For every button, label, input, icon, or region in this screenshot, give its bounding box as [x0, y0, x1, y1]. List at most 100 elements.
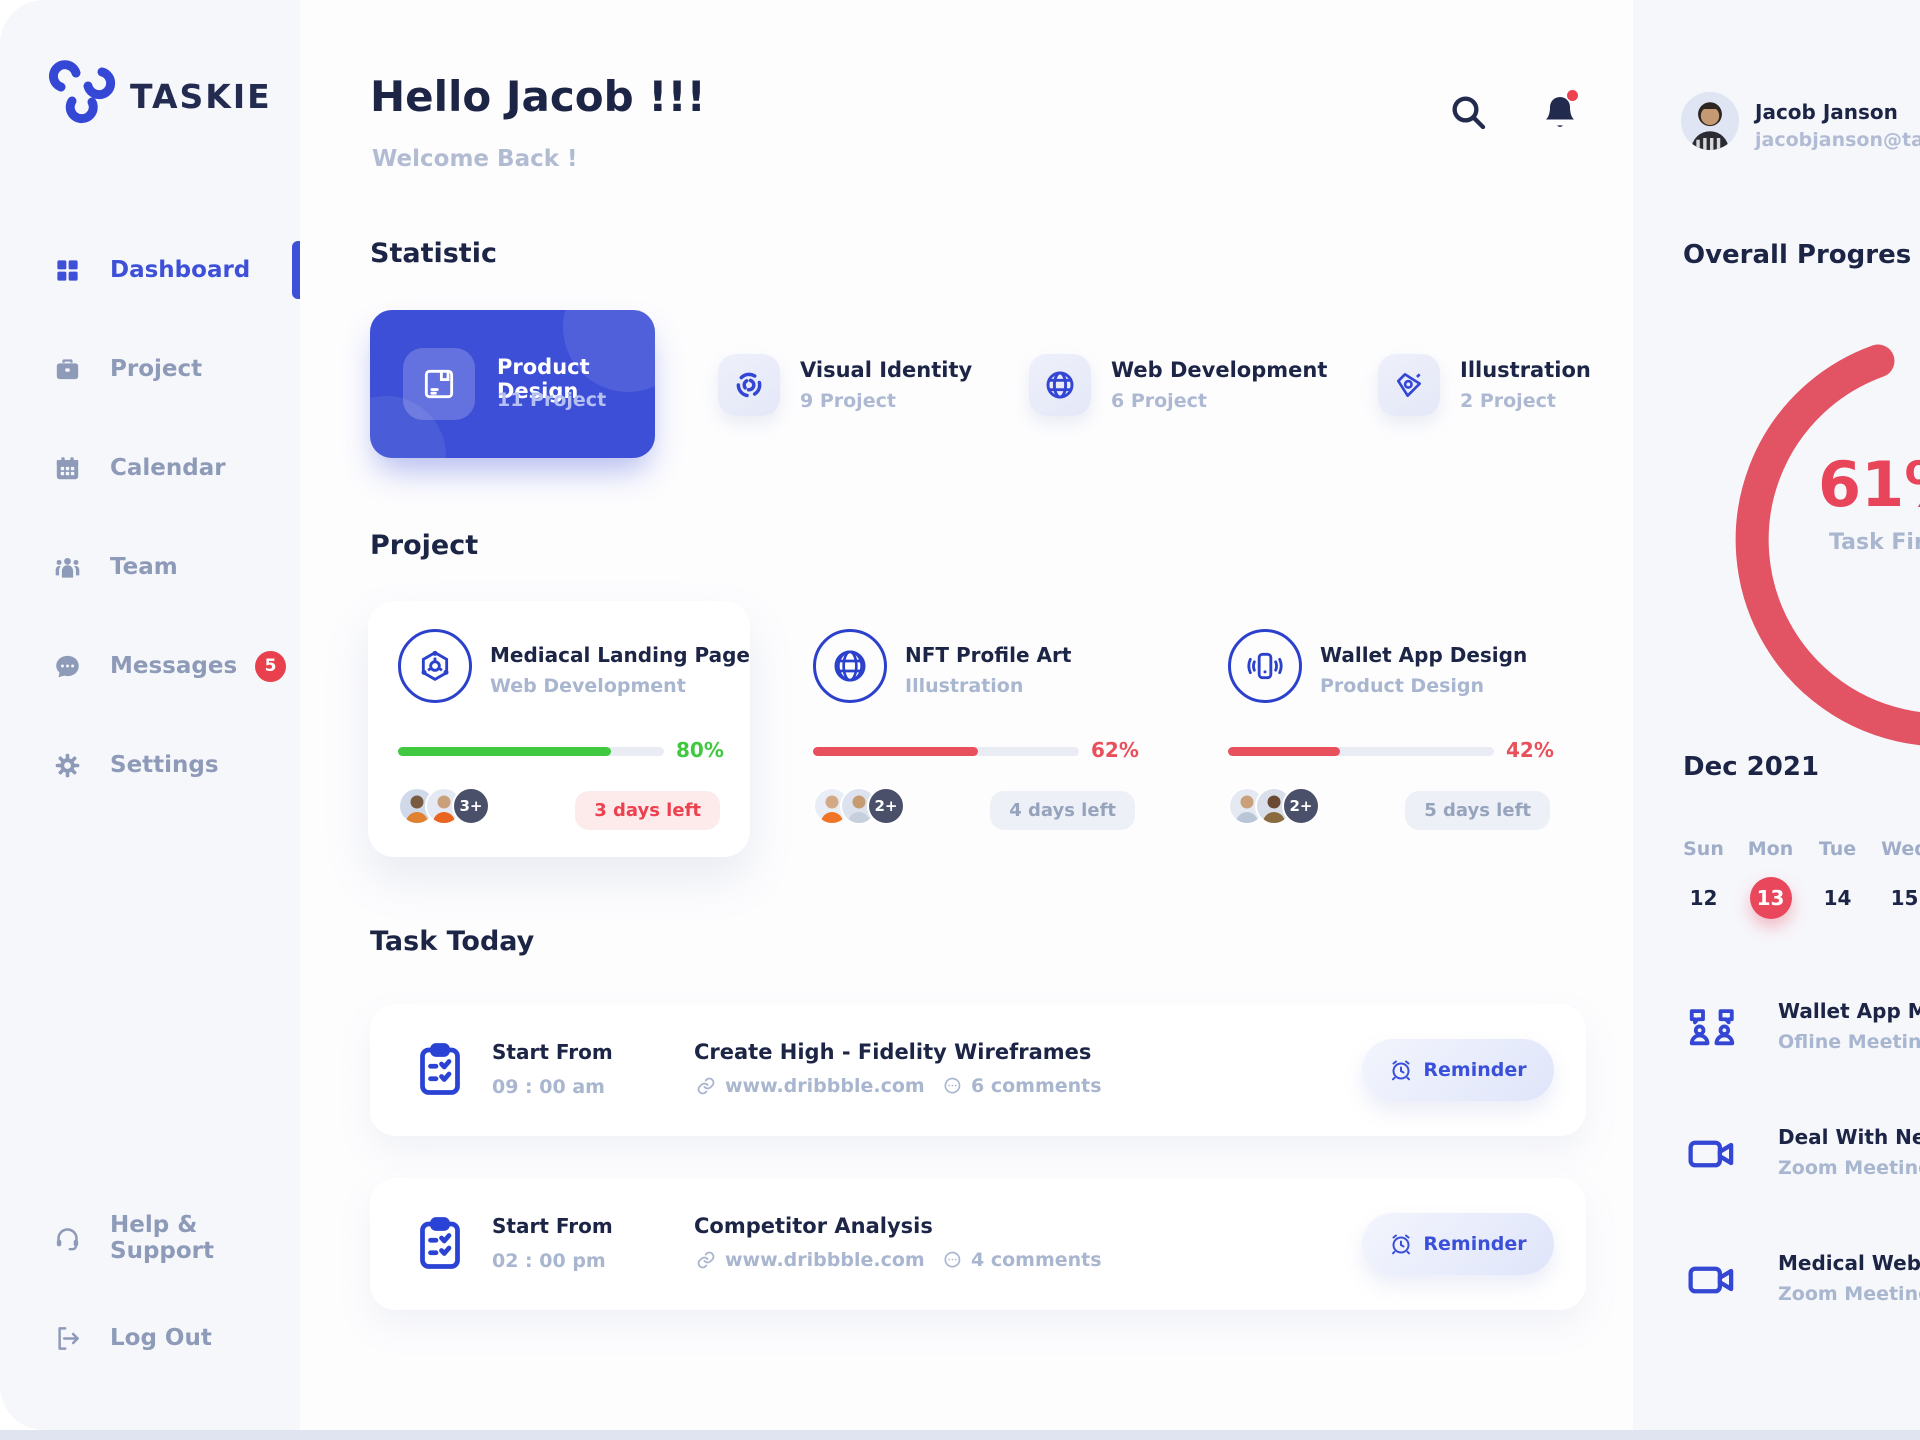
task-start-label: Start From — [492, 1214, 613, 1238]
task-comments-text: 4 comments — [971, 1249, 1102, 1271]
extra-members-badge: 3+ — [452, 787, 490, 825]
bell-icon — [1545, 97, 1575, 127]
notification-dot — [1567, 90, 1578, 101]
sidebar-item-dashboard[interactable]: Dashboard — [0, 238, 300, 302]
sidebar-item-label: Log Out — [110, 1325, 212, 1351]
stat-icon-tile — [403, 348, 475, 420]
stat-count: 9 Project — [800, 390, 896, 412]
progress-percent: 62% — [1091, 738, 1139, 762]
video-camera-icon — [1688, 1266, 1734, 1294]
task-row[interactable]: Start From 09 : 00 am Create High - Fide… — [370, 1004, 1586, 1136]
task-link[interactable]: www.dribbble.com — [696, 1249, 925, 1271]
task-link-text: www.dribbble.com — [725, 1249, 925, 1271]
meeting-title: Deal With New — [1778, 1125, 1920, 1149]
project-card[interactable]: Mediacal Landing Page Web Development 80… — [368, 601, 750, 857]
calendar-day: Wed — [1881, 838, 1920, 860]
project-name: NFT Profile Art — [905, 643, 1072, 667]
stat-card-visual-identity[interactable]: Visual Identity 9 Project — [718, 310, 1018, 458]
meeting-item[interactable]: Medical Web M Zoom Meeting — [1685, 1247, 1920, 1319]
profile-email: jacobjanson@task — [1755, 129, 1920, 151]
overall-progress-caption: Task Finis — [1829, 530, 1920, 555]
progress-percent: 80% — [676, 738, 724, 762]
sidebar: TASKIE Dashboard Project — [0, 0, 300, 1430]
sidebar-item-label: Dashboard — [110, 257, 251, 283]
meeting-item[interactable]: Wallet App Mee Ofline Meeting — [1685, 995, 1920, 1067]
messages-badge: 5 — [255, 650, 286, 682]
stat-label: Visual Identity — [800, 358, 973, 382]
task-row[interactable]: Start From 02 : 00 pm Competitor Analysi… — [370, 1178, 1586, 1310]
team-icon — [55, 557, 80, 578]
spiral-icon — [736, 372, 762, 398]
reminder-button[interactable]: Reminder — [1362, 1213, 1554, 1275]
window-bottom-edge — [0, 1430, 1920, 1440]
meeting-title: Wallet App Mee — [1778, 999, 1920, 1023]
member-avatars: 2+ — [1228, 787, 1320, 825]
calendar-date[interactable]: 14 — [1823, 886, 1852, 910]
logout-icon — [58, 1326, 79, 1350]
search-button[interactable] — [1448, 92, 1488, 132]
sidebar-item-project[interactable]: Project — [0, 337, 300, 401]
stat-label: Illustration — [1460, 358, 1591, 382]
reminder-button[interactable]: Reminder — [1362, 1039, 1554, 1101]
days-left-badge: 5 days left — [1405, 791, 1550, 830]
calendar-month: Dec 2021 — [1683, 752, 1820, 782]
stat-icon-tile — [718, 354, 780, 416]
clipboard-icon — [420, 1043, 460, 1095]
page-title: Hello Jacob !!! — [370, 72, 706, 121]
package-icon — [424, 369, 454, 399]
dashboard-icon — [57, 259, 78, 281]
task-comments[interactable]: 4 comments — [942, 1249, 1102, 1271]
sidebar-item-calendar[interactable]: Calendar — [0, 436, 300, 500]
project-name: Wallet App Design — [1320, 643, 1528, 667]
reminder-label: Reminder — [1423, 1233, 1527, 1255]
stat-card-product-design[interactable]: Product Design 11 Project — [370, 310, 655, 458]
sidebar-item-messages[interactable]: Messages 5 — [0, 634, 300, 698]
overall-progress-title: Overall Progres — [1683, 240, 1912, 270]
task-link[interactable]: www.dribbble.com — [696, 1075, 925, 1097]
reminder-label: Reminder — [1423, 1059, 1527, 1081]
statistic-title: Statistic — [370, 238, 497, 269]
meeting-subtitle: Zoom Meeting — [1778, 1157, 1920, 1179]
people-group-icon — [1689, 1009, 1735, 1046]
task-link-text: www.dribbble.com — [725, 1075, 925, 1097]
project-name: Mediacal Landing Page — [490, 643, 750, 667]
sidebar-nav: Dashboard Project Calendar — [0, 238, 300, 832]
calendar-date[interactable]: 12 — [1689, 886, 1718, 910]
avatar-image — [1681, 92, 1739, 150]
task-start-label: Start From — [492, 1040, 613, 1064]
meeting-item[interactable]: Deal With New Zoom Meeting — [1685, 1121, 1920, 1193]
project-icon-circle — [813, 629, 887, 703]
sidebar-item-team[interactable]: Team — [0, 535, 300, 599]
active-indicator — [292, 241, 300, 299]
profile-name: Jacob Janson — [1755, 100, 1898, 124]
calendar-day: Tue — [1818, 838, 1857, 860]
project-category: Web Development — [490, 675, 686, 697]
headset-icon — [56, 1227, 79, 1250]
sidebar-item-help-support[interactable]: Help & Support — [0, 1206, 300, 1270]
stat-count: 2 Project — [1460, 390, 1556, 412]
alarm-clock-icon — [1392, 1234, 1411, 1255]
progress-track — [398, 747, 664, 756]
stat-card-web-development[interactable]: Web Development 6 Project — [1029, 310, 1329, 458]
extra-members-badge: 2+ — [1282, 787, 1320, 825]
sidebar-item-label: Calendar — [110, 455, 226, 481]
task-comments[interactable]: 6 comments — [942, 1075, 1102, 1097]
calendar-date[interactable]: 15 — [1890, 886, 1919, 910]
selected-date-circle: 13 — [1749, 877, 1792, 919]
stat-card-illustration[interactable]: Illustration 2 Project — [1378, 310, 1678, 458]
notifications-button[interactable] — [1540, 90, 1580, 132]
calendar-date-selected[interactable]: 13 — [1737, 876, 1804, 920]
sidebar-item-settings[interactable]: Settings — [0, 733, 300, 797]
sidebar-item-label: Settings — [110, 752, 219, 778]
sidebar-item-logout[interactable]: Log Out — [0, 1306, 300, 1370]
profile-avatar[interactable] — [1681, 92, 1739, 150]
sidebar-item-label: Help & Support — [110, 1212, 215, 1264]
project-card[interactable]: Wallet App Design Product Design 42% 2+ … — [1198, 601, 1580, 857]
clipboard-icon — [420, 1217, 460, 1269]
search-icon — [1452, 96, 1486, 130]
meeting-subtitle: Ofline Meeting — [1778, 1031, 1920, 1053]
task-comments-text: 6 comments — [971, 1075, 1102, 1097]
sidebar-item-label: Project — [110, 356, 203, 382]
wireframe-globe-icon — [834, 650, 866, 682]
project-card[interactable]: NFT Profile Art Illustration 62% 2+ 4 da… — [783, 601, 1165, 857]
